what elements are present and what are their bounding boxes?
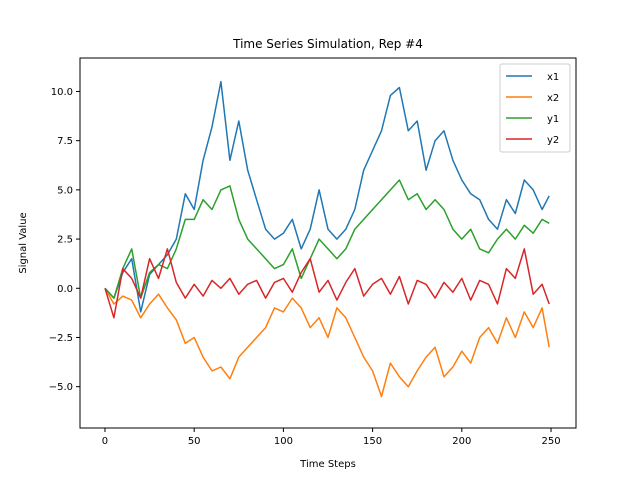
x-tick-label: 250 xyxy=(541,436,560,447)
y-tick-label: 5.0 xyxy=(57,185,73,196)
series-line-y2 xyxy=(104,248,550,319)
y-axis: −5.0 −2.5 0.0 2.5 5.0 7.5 10.0 xyxy=(49,87,80,393)
y-axis-label: Signal Value xyxy=(18,212,29,273)
series-line-x2 xyxy=(104,287,550,398)
y-tick-label: −5.0 xyxy=(49,382,73,393)
x-tick-label: 200 xyxy=(452,436,471,447)
legend-label-y2: y2 xyxy=(547,135,559,146)
legend-label-x2: x2 xyxy=(547,93,559,104)
x-axis: 0 50 100 150 200 250 xyxy=(102,428,561,447)
x-axis-label: Time Steps xyxy=(299,459,356,470)
y-tick-label: 7.5 xyxy=(57,136,73,147)
x-tick-label: 150 xyxy=(363,436,382,447)
series-line-x1 xyxy=(104,80,550,313)
legend-box xyxy=(499,63,571,153)
series-line-y1 xyxy=(104,179,550,299)
x-tick-label: 50 xyxy=(188,436,201,447)
x-tick-label: 0 xyxy=(102,436,108,447)
plot-frame xyxy=(79,57,577,429)
legend: x1 x2 y1 y2 xyxy=(499,63,571,153)
y-tick-label: 0.0 xyxy=(57,284,73,295)
x-tick-label: 100 xyxy=(274,436,293,447)
y-tick-label: 10.0 xyxy=(51,87,73,98)
y-tick-label: 2.5 xyxy=(57,235,73,246)
legend-label-x1: x1 xyxy=(547,72,559,83)
chart-title: Time Series Simulation, Rep #4 xyxy=(232,37,423,51)
y-tick-label: −2.5 xyxy=(49,333,73,344)
legend-label-y1: y1 xyxy=(547,114,559,125)
plot-series xyxy=(104,80,550,398)
